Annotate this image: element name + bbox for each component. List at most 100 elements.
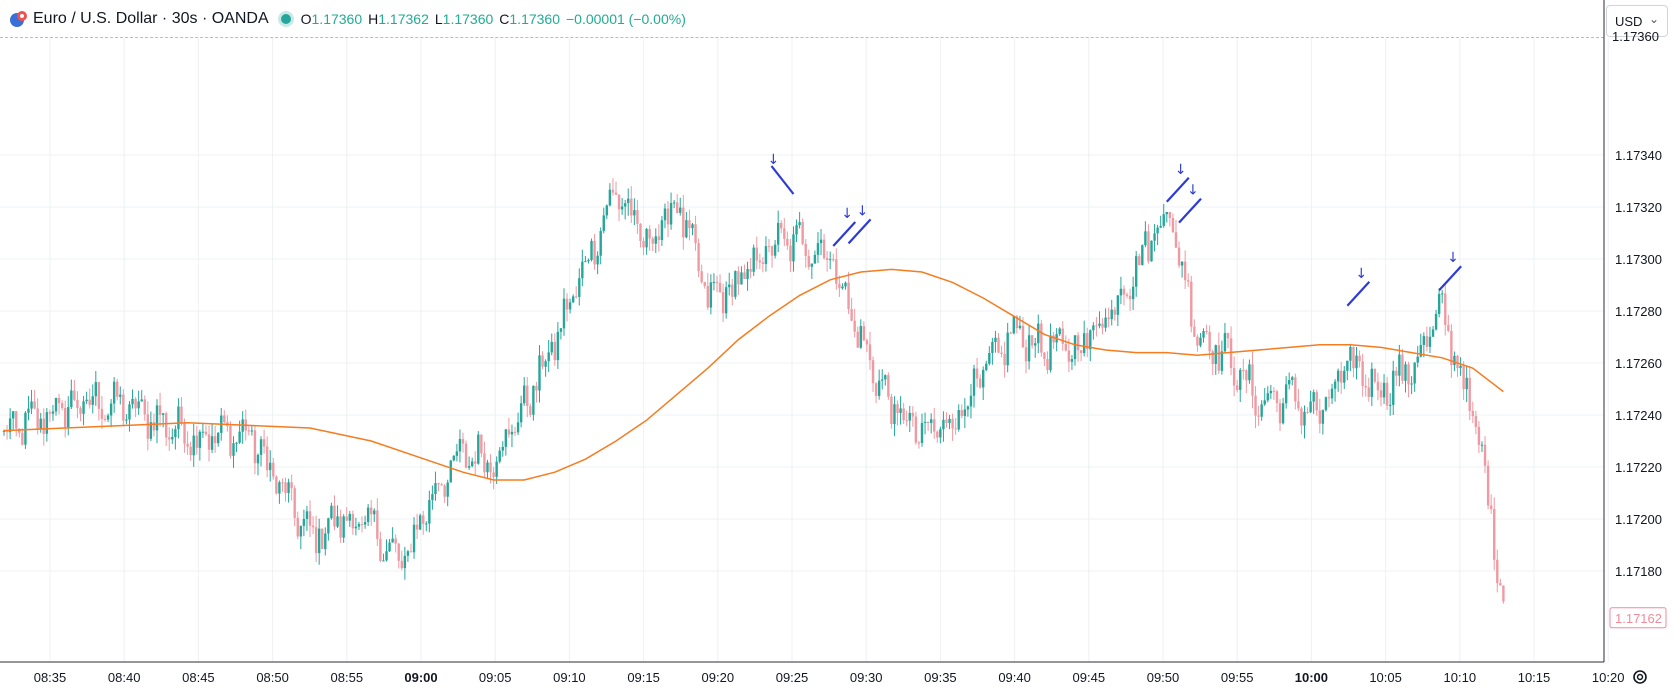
candle <box>146 401 150 451</box>
candle <box>376 498 379 546</box>
candle <box>1119 276 1123 305</box>
candle <box>792 226 795 272</box>
candle <box>409 543 413 553</box>
candle <box>305 505 309 531</box>
candle <box>180 397 183 426</box>
candle <box>1336 368 1340 392</box>
symbol-title[interactable]: Euro / U.S. Dollar · 30s · OANDA <box>33 9 269 27</box>
candle <box>1098 311 1101 329</box>
candle <box>807 249 810 270</box>
candle <box>972 364 976 408</box>
gear-icon[interactable] <box>1633 670 1647 684</box>
candle <box>936 430 939 443</box>
candle <box>737 266 740 296</box>
candle <box>553 333 556 366</box>
candle <box>1086 327 1089 358</box>
candle <box>547 339 550 373</box>
candle <box>1070 354 1074 370</box>
forex-logo-icon <box>10 10 27 27</box>
candle <box>226 415 229 432</box>
candle <box>957 404 960 432</box>
candle <box>565 293 569 322</box>
candle <box>397 542 400 569</box>
candle <box>893 396 896 437</box>
candle <box>1144 221 1147 248</box>
candle <box>1223 322 1227 354</box>
candle <box>1248 359 1251 384</box>
time-tick-label: 09:00 <box>404 670 437 685</box>
candle <box>1138 253 1141 266</box>
candle <box>324 527 327 556</box>
candle <box>5 424 9 440</box>
candle <box>985 360 988 372</box>
candle <box>550 333 553 356</box>
candle <box>262 429 266 454</box>
candle <box>290 474 293 501</box>
candle <box>366 504 370 526</box>
candle <box>1193 319 1196 337</box>
candle <box>920 413 924 447</box>
candle <box>247 426 250 436</box>
candle <box>982 366 985 401</box>
price-tick-label: 1.17220 <box>1615 460 1662 475</box>
time-tick-label: 08:45 <box>182 670 215 685</box>
candle <box>1373 368 1377 384</box>
candle <box>507 417 511 438</box>
candle <box>1076 332 1080 362</box>
candle <box>1079 350 1083 362</box>
candle <box>810 263 814 279</box>
candle <box>1226 332 1230 349</box>
candle <box>1291 375 1294 386</box>
candle <box>718 274 722 293</box>
candle <box>1082 320 1086 357</box>
candle <box>1385 376 1389 411</box>
candle <box>1388 393 1392 416</box>
candle <box>780 220 783 234</box>
candle <box>137 390 140 415</box>
candle <box>731 278 734 306</box>
candle <box>948 414 951 430</box>
candle <box>100 395 104 429</box>
candle <box>1128 288 1132 311</box>
candle <box>119 386 122 405</box>
candle <box>434 471 437 501</box>
candle <box>195 426 198 455</box>
candle <box>1030 335 1034 349</box>
candle <box>210 424 214 454</box>
candle <box>945 412 948 428</box>
candle <box>755 236 758 270</box>
candle <box>899 396 902 425</box>
candle <box>587 258 590 264</box>
candle <box>1131 276 1135 310</box>
candle <box>929 413 933 434</box>
candle <box>1407 361 1410 398</box>
time-tick-label: 09:25 <box>776 670 809 685</box>
candle <box>1474 410 1478 435</box>
candle <box>504 428 508 456</box>
trendline-annotation: ↓ <box>767 152 795 195</box>
candle <box>819 228 823 255</box>
candle <box>418 513 422 531</box>
candle <box>1034 337 1037 358</box>
candle <box>1049 323 1052 373</box>
candle <box>997 333 1000 354</box>
candle <box>250 425 254 436</box>
candle <box>1266 386 1269 403</box>
candle <box>379 531 382 563</box>
candle <box>911 406 915 427</box>
candle <box>544 359 547 377</box>
price-tick-label: 1.17200 <box>1615 512 1662 527</box>
currency-button[interactable]: USD ⌄ <box>1606 5 1668 37</box>
candle <box>672 199 676 209</box>
candle <box>1003 341 1006 378</box>
candle <box>923 412 927 435</box>
high-value: H1.17362 <box>368 10 429 27</box>
trendline-annotation: ↓ <box>1165 162 1190 203</box>
candle <box>724 281 728 319</box>
candle <box>79 406 82 422</box>
candle <box>721 283 725 323</box>
candle <box>1343 366 1346 389</box>
candle <box>1251 351 1254 409</box>
candle <box>158 392 162 427</box>
